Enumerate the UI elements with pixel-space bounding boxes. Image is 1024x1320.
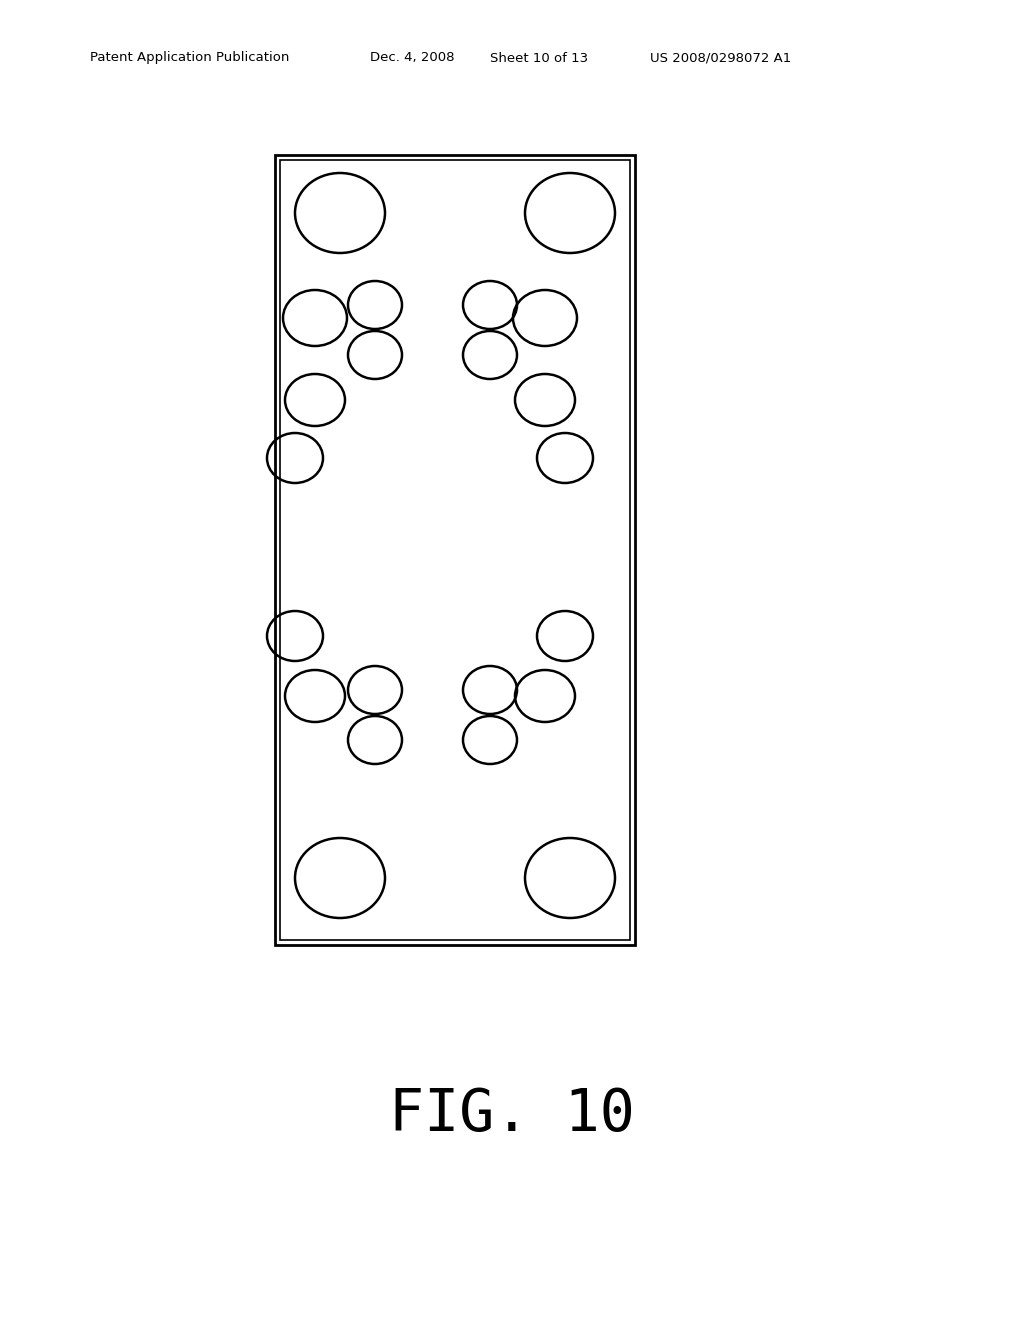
Text: FIG. 10: FIG. 10 — [389, 1086, 635, 1143]
Text: US 2008/0298072 A1: US 2008/0298072 A1 — [650, 51, 792, 65]
Bar — [280, 160, 630, 940]
Text: Dec. 4, 2008: Dec. 4, 2008 — [370, 51, 455, 65]
Bar — [275, 154, 635, 945]
Text: Sheet 10 of 13: Sheet 10 of 13 — [490, 51, 588, 65]
Text: Patent Application Publication: Patent Application Publication — [90, 51, 290, 65]
